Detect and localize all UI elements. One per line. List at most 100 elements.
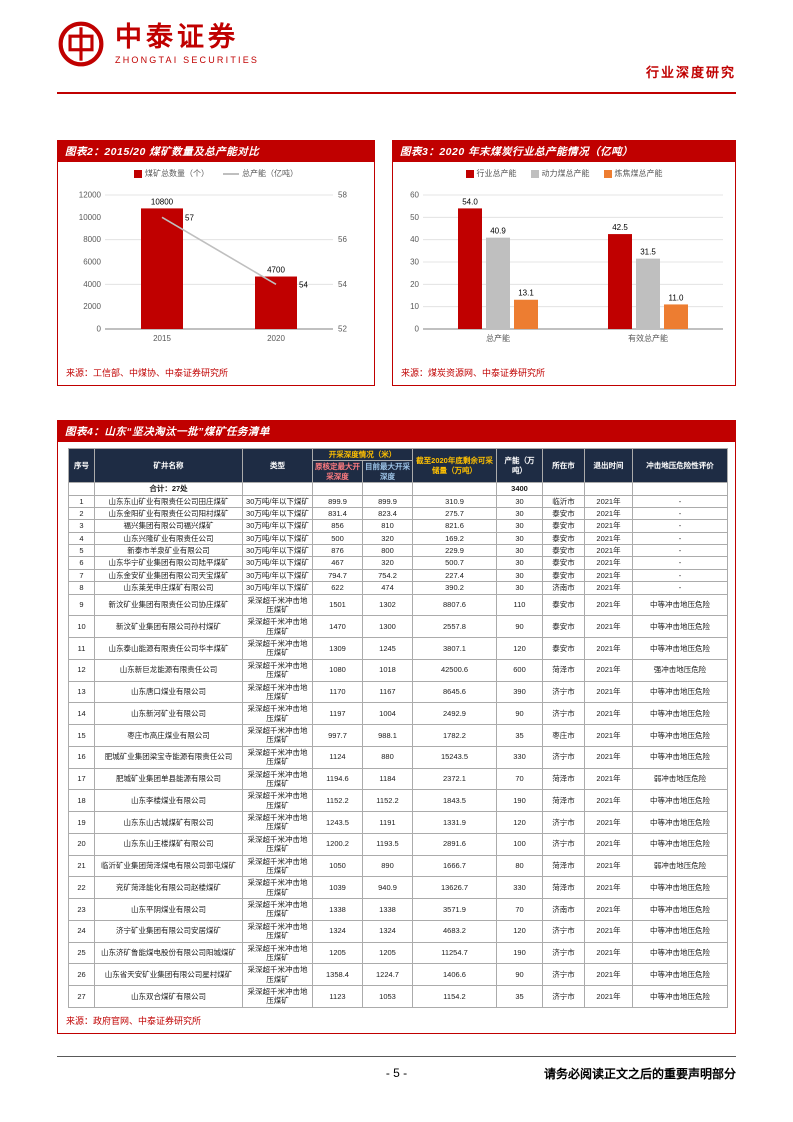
cell-depth-now: 940.9 xyxy=(362,876,413,899)
svg-text:54: 54 xyxy=(299,280,308,289)
cell-exit: 2021年 xyxy=(584,767,633,791)
cell-depth-orig: 1039 xyxy=(312,876,363,899)
mine-row: 4 山东兴隆矿业有限责任公司 30万吨/年以下煤矿 500 320 169.2 30 泰安市 2… xyxy=(68,531,728,546)
mine-row: 22 兖矿菏泽能化有限公司赵楼煤矿 采深超千米冲击地压煤矿 1039 940.9 1362… xyxy=(68,876,728,899)
cell-capacity: 30 xyxy=(496,506,543,521)
figure-3-legend: 行业总产能 动力煤总产能 炼焦煤总产能 xyxy=(393,168,735,179)
cell-capacity: 70 xyxy=(496,767,543,791)
figure-4-source: 来源：政府官网、中泰证券研究所 xyxy=(66,1015,202,1026)
cell-exit: 2021年 xyxy=(584,568,633,583)
logo-subtitle: ZHONGTAI SECURITIES xyxy=(115,54,260,65)
cell-no: 15 xyxy=(68,724,95,747)
cell-exit: 2021年 xyxy=(584,702,633,725)
svg-text:12000: 12000 xyxy=(79,191,102,200)
cell-exit: 2021年 xyxy=(584,832,633,856)
cell-no: 14 xyxy=(68,702,95,725)
cell-reserve: 15243.5 xyxy=(412,745,497,769)
col-header-depth-orig: 原核定最大开采深度 xyxy=(312,460,363,484)
cell-risk: - xyxy=(632,581,728,595)
cell-depth-now: 1004 xyxy=(362,702,413,725)
cell-no: 5 xyxy=(68,543,95,558)
svg-text:0: 0 xyxy=(97,325,102,334)
cell-no: 12 xyxy=(68,658,95,682)
mine-row: 17 肥城矿业集团单县能源有限公司 采深超千米冲击地压煤矿 1194.6 1184 237… xyxy=(68,767,728,791)
mine-row: 27 山东双合煤矿有限公司 采深超千米冲击地压煤矿 1123 1053 1154.2 35 济… xyxy=(68,985,728,1008)
cell-depth-now: 1205 xyxy=(362,941,413,965)
cell-no: 19 xyxy=(68,811,95,834)
cell-city: 泰安市 xyxy=(542,615,585,638)
cell-type: 采深超千米冲击地压煤矿 xyxy=(242,702,313,725)
cell-name: 山东泰山能源有限责任公司华丰煤矿 xyxy=(94,637,243,660)
cell-city: 泰安市 xyxy=(542,506,585,521)
cell-exit: 2021年 xyxy=(584,941,633,965)
chart-capacity-canvas: 0 10 20 30 40 50 60 54.0 40.9 13.1 总产能 42.5 31.5 11.0… xyxy=(410,191,723,343)
doc-type-label: 行业深度研究 xyxy=(645,65,736,80)
cell-name: 新汶矿业集团有限公司孙村煤矿 xyxy=(94,615,243,638)
cell-name: 新泰市羊泉矿业有限公司 xyxy=(94,543,243,558)
cell-capacity: 30 xyxy=(496,568,543,583)
cell-no: 25 xyxy=(68,941,95,965)
svg-text:6000: 6000 xyxy=(83,258,101,267)
logo-text: 中泰证券 ZHONGTAI SECURITIES xyxy=(115,23,260,65)
cell-risk: 中等冲击地压危险 xyxy=(632,941,728,965)
cell-city: 菏泽市 xyxy=(542,658,585,682)
cell-no: 17 xyxy=(68,767,95,791)
cell-risk: 中等冲击地压危险 xyxy=(632,637,728,660)
svg-text:54: 54 xyxy=(338,280,347,289)
mine-row: 16 肥城矿业集团梁宝寺能源有限责任公司 采深超千米冲击地压煤矿 1124 880 152… xyxy=(68,745,728,769)
svg-text:4700: 4700 xyxy=(267,266,285,275)
svg-text:58: 58 xyxy=(338,191,347,200)
cell-no: 8 xyxy=(68,581,95,595)
cell-reserve: 11254.7 xyxy=(412,941,497,965)
col-header-name: 矿井名称 xyxy=(94,447,243,484)
cell-type: 采深超千米冲击地压煤矿 xyxy=(242,963,313,986)
figure-3-source: 来源：煤炭资源网、中泰证券研究所 xyxy=(401,368,546,378)
mine-row: 7 山东金安矿业集团有限公司天宝煤矿 30万吨/年以下煤矿 794.7 754.2 227… xyxy=(68,568,728,583)
mine-row: 5 新泰市羊泉矿业有限公司 30万吨/年以下煤矿 876 800 229.9 30 泰安市 20… xyxy=(68,543,728,558)
cell-capacity: 190 xyxy=(496,941,543,965)
cell-no: 24 xyxy=(68,919,95,943)
mine-row: 14 山东新河矿业有限公司 采深超千米冲击地压煤矿 1197 1004 2492.9 90 济… xyxy=(68,702,728,725)
cell-empty xyxy=(68,482,95,496)
cell-capacity: 90 xyxy=(496,963,543,986)
cell-risk: 中等冲击地压危险 xyxy=(632,832,728,856)
figure-4: 图表4：山东“坚决淘汰一批”煤矿任务清单 序号 矿井名称 类型 开采深度情况（米… xyxy=(57,420,736,1034)
cell-name: 新汶矿业集团有限责任公司协庄煤矿 xyxy=(94,593,243,617)
cell-name: 山东李楼煤业有限公司 xyxy=(94,789,243,812)
cell-depth-orig: 1324 xyxy=(312,919,363,943)
bar-swatch-icon xyxy=(134,169,142,178)
line-swatch-icon xyxy=(223,172,239,175)
cell-depth-orig: 876 xyxy=(312,543,363,558)
cell-no: 18 xyxy=(68,789,95,812)
cell-capacity: 600 xyxy=(496,658,543,682)
cell-risk: - xyxy=(632,519,728,533)
cell-depth-now: 890 xyxy=(362,854,413,878)
cell-depth-orig: 1501 xyxy=(312,593,363,617)
cell-city: 泰安市 xyxy=(542,556,585,570)
cell-name: 肥城矿业集团梁宝寺能源有限责任公司 xyxy=(94,745,243,769)
cell-capacity: 30 xyxy=(496,531,543,546)
bar-动力煤总产能-总产能 xyxy=(486,237,510,329)
cell-exit: 2021年 xyxy=(584,531,633,546)
cell-no: 11 xyxy=(68,637,95,660)
figure-2-legend: 煤矿总数量（个） 总产能（亿吨） xyxy=(58,168,374,179)
cell-name: 山东双合煤矿有限公司 xyxy=(94,985,243,1008)
cell-no: 27 xyxy=(68,985,95,1008)
cell-reserve: 3807.1 xyxy=(412,637,497,660)
cell-name: 山东唐口煤业有限公司 xyxy=(94,680,243,704)
cell-depth-orig: 1080 xyxy=(312,658,363,682)
cell-risk: 中等冲击地压危险 xyxy=(632,615,728,638)
cell-no: 1 xyxy=(68,494,95,508)
cell-capacity: 35 xyxy=(496,985,543,1008)
cell-capacity: 90 xyxy=(496,702,543,725)
cell-empty xyxy=(584,482,633,496)
svg-text:2015: 2015 xyxy=(153,334,171,343)
legend-label: 行业总产能 xyxy=(476,169,517,178)
cell-capacity: 30 xyxy=(496,519,543,533)
cell-depth-orig: 1243.5 xyxy=(312,811,363,834)
svg-text:40.9: 40.9 xyxy=(490,227,506,236)
cell-depth-now: 880 xyxy=(362,745,413,769)
cell-reserve: 2492.9 xyxy=(412,702,497,725)
cell-reserve: 8645.6 xyxy=(412,680,497,704)
